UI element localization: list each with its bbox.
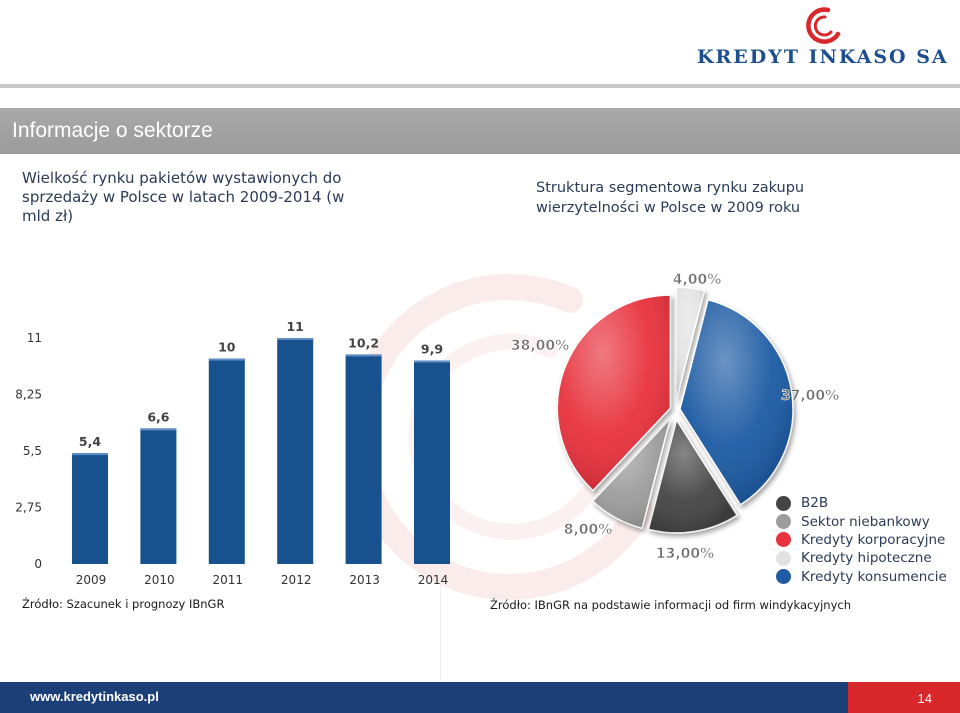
legend-dot-icon — [776, 550, 791, 566]
bar-chart: 0 2,75 5,5 8,25 11 5,4 6,6 10 11 10,2 9,9 2009 201… — [15, 319, 450, 587]
pie-slice-gloss — [557, 295, 671, 491]
legend-item: Kredyty korporacyjne — [776, 531, 960, 549]
pie-chart-title: Struktura segmentowa rynku zakupu wierzy… — [536, 180, 805, 216]
panel-divider — [440, 470, 441, 680]
bar — [345, 354, 382, 564]
y-tick-label: 11 — [27, 331, 42, 345]
x-tick-label: 2009 — [76, 573, 107, 587]
pie-data-label: 8,00% — [564, 522, 613, 538]
pie-data-label: 4,00% — [673, 272, 722, 288]
legend-item: Sektor niebankowy — [776, 512, 960, 530]
kredyt-inkaso-logo-icon — [806, 7, 841, 44]
y-tick-label: 8,25 — [15, 388, 42, 402]
bar — [414, 360, 450, 564]
bar-chart-source: Źródło: Szacunek i prognozy IBnGR — [22, 597, 225, 611]
legend-dot-icon — [776, 514, 791, 530]
legend-item: B2B — [776, 494, 960, 512]
pie-slice-gloss — [676, 287, 705, 401]
bar-highlight — [345, 354, 382, 357]
header-rule — [0, 84, 960, 88]
legend-item: Kredyty hipoteczne — [776, 549, 960, 567]
bar-highlight — [277, 338, 314, 340]
legend-label: B2B — [801, 495, 829, 512]
bar-highlight — [140, 428, 177, 431]
x-tick-label: 2010 — [144, 573, 175, 587]
page-title: Informacje o sektorze — [12, 119, 213, 142]
bar-data-label: 9,9 — [421, 342, 443, 357]
legend-dot-icon — [776, 532, 791, 548]
y-tick-label: 5,5 — [23, 444, 42, 458]
bar-data-label: 6,6 — [147, 409, 169, 424]
legend-dot-icon — [776, 495, 791, 511]
bar-highlight — [72, 453, 108, 456]
page-number-box: 14 — [848, 682, 960, 713]
bar-chart-title: Wielkość rynku pakietów wystawionych do … — [22, 169, 345, 225]
bar-highlight — [414, 360, 450, 363]
bar — [72, 453, 108, 564]
legend-dot-icon — [776, 569, 791, 585]
pie-chart-source: Źródło: IBnGR na podstawie informacji od… — [490, 598, 852, 612]
legend-label: Kredyty korporacyjne — [801, 531, 946, 548]
legend-label: Kredyty konsumencie — [801, 568, 947, 585]
pie-data-label: 38,00% — [511, 338, 569, 354]
x-tick-label: 2012 — [281, 573, 312, 587]
legend-label: Sektor niebankowy — [801, 513, 930, 530]
bar-data-label: 11 — [286, 319, 303, 334]
y-tick-label: 0 — [34, 557, 42, 571]
legend-item: Kredyty konsumencie — [776, 568, 960, 586]
bar-highlight — [208, 358, 245, 361]
bar — [208, 358, 245, 564]
x-tick-label: 2014 — [418, 573, 449, 587]
pie-chart: 4,00% 37,00% 13,00% 8,00% 38,00% — [511, 272, 840, 563]
y-tick-label: 2,75 — [15, 501, 42, 515]
footer-bar: www.kredytinkaso.pl 14 — [0, 682, 960, 713]
pie-legend: B2B Sektor niebankowy Kredyty korporacyj… — [776, 494, 960, 586]
logo-text: KREDYT INKASO SA — [697, 46, 949, 68]
legend-label: Kredyty hipoteczne — [801, 550, 932, 567]
pie-slice-gloss — [679, 299, 793, 505]
bar — [140, 428, 177, 564]
bar-data-label: 10 — [218, 340, 236, 355]
page-number: 14 — [917, 691, 932, 706]
pie-data-label: 37,00% — [781, 388, 839, 404]
x-tick-label: 2011 — [213, 573, 244, 587]
bar-data-label: 10,2 — [348, 335, 379, 350]
pie-slice-gloss — [592, 418, 671, 529]
section-banner: Informacje o sektorze — [0, 108, 960, 154]
footer-website-link[interactable]: www.kredytinkaso.pl — [30, 689, 159, 704]
bar-data-label: 5,4 — [79, 434, 101, 449]
x-tick-label: 2013 — [349, 573, 380, 587]
bar — [277, 338, 314, 564]
pie-data-label: 13,00% — [656, 546, 714, 562]
pie-slice-gloss — [648, 419, 738, 533]
